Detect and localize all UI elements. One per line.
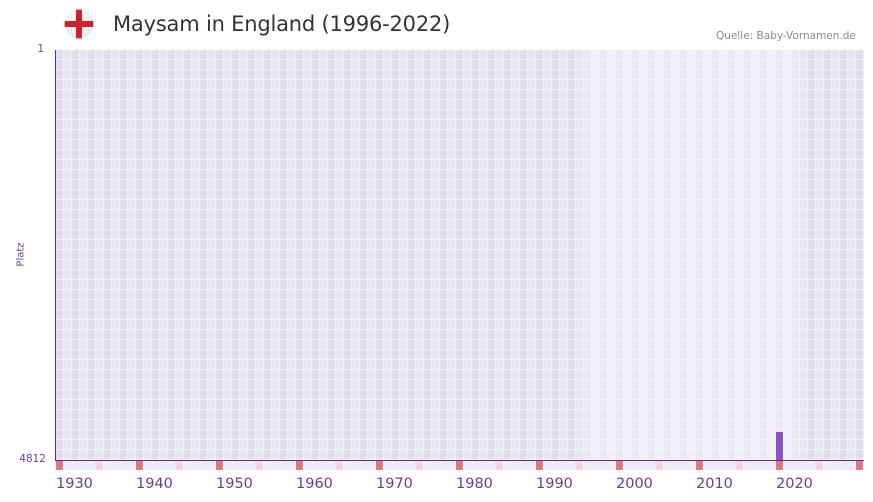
x-tick-label: 2000 — [616, 476, 653, 492]
y-axis-line — [55, 50, 56, 461]
x-tick-label: 2020 — [776, 476, 813, 492]
source-credit: Quelle: Baby-Vornamen.de — [716, 30, 856, 42]
y-tick-bottom: 4812 — [19, 453, 46, 465]
plot-area — [56, 50, 864, 460]
chart-title: Maysam in England (1996-2022) — [113, 12, 451, 36]
year-marker-strip — [56, 461, 864, 470]
x-tick-label: 1940 — [136, 476, 173, 492]
x-axis-line — [55, 460, 864, 461]
bar-2020 — [776, 431, 783, 460]
y-axis-title: Platz — [15, 242, 27, 267]
y-tick-top: 1 — [37, 43, 44, 55]
x-tick-label: 1990 — [536, 476, 573, 492]
highlight-range — [584, 50, 800, 460]
x-tick-label: 2010 — [696, 476, 733, 492]
england-flag-icon — [64, 9, 94, 39]
x-tick-label: 1980 — [456, 476, 493, 492]
x-tick-label: 1950 — [216, 476, 253, 492]
x-tick-label: 1970 — [376, 476, 413, 492]
x-tick-label: 1930 — [56, 476, 93, 492]
x-tick-label: 1960 — [296, 476, 333, 492]
